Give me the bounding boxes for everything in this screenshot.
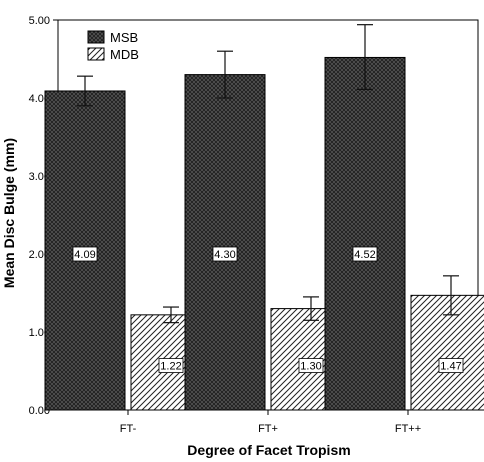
x-axis-title: Degree of Facet Tropism [187, 442, 350, 458]
data-label-box [352, 246, 378, 262]
data-label: 4.09 [74, 249, 95, 261]
data-label: 1.47 [440, 361, 461, 373]
legend-label-msb: MSB [110, 30, 138, 45]
x-tick-label: FT- [120, 423, 137, 435]
data-label: 4.30 [214, 249, 235, 261]
data-label-box [158, 358, 184, 373]
legend: MSB MDB [87, 30, 139, 62]
bar-mdb [410, 294, 484, 411]
bar-msb [184, 74, 266, 411]
legend-swatch-msb [87, 30, 105, 44]
bar-msb [324, 56, 406, 411]
plot-area: 0.001.002.003.004.005.004.091.22FT-4.301… [29, 15, 484, 435]
data-label-box [72, 246, 98, 262]
y-tick-label: 5.00 [29, 15, 50, 27]
data-label-box [212, 246, 238, 262]
data-label-box [298, 358, 324, 373]
data-label-box [438, 358, 464, 373]
data-label: 1.30 [300, 361, 321, 373]
data-label: 4.52 [354, 249, 375, 261]
data-label: 1.22 [160, 361, 181, 373]
x-tick-label: FT+ [258, 423, 278, 435]
legend-swatch-mdb [87, 47, 105, 61]
x-tick-label: FT++ [395, 423, 421, 435]
y-axis-title: Mean Disc Bulge (mm) [1, 138, 17, 288]
legend-label-mdb: MDB [110, 47, 139, 62]
